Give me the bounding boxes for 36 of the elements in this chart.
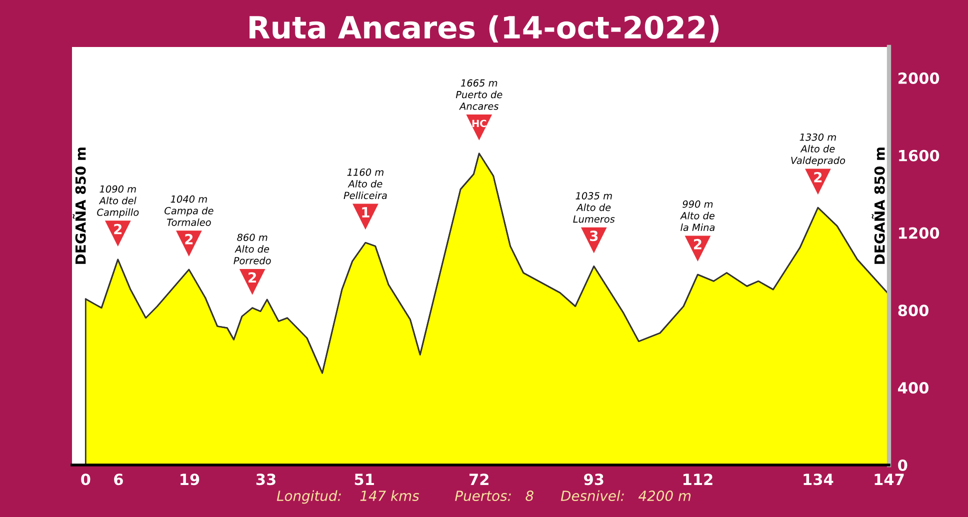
x-tick-label: 51 (354, 474, 374, 486)
annotation: 2 (185, 234, 193, 244)
y-tick-label: 0 (898, 459, 908, 472)
annotation: 1040 m Campa de Tormaleo (164, 195, 214, 226)
chart-title: Ruta Ancares (14-oct-2022) (250, 15, 719, 42)
annotation: 2 (248, 272, 256, 283)
y-tick-label: 2000 (898, 72, 940, 84)
x-tick-label: 134 (804, 474, 834, 486)
annotation: 1160 m Alto de Pelliceira (344, 168, 387, 200)
annotation: DEGAÑA 850 m (72, 148, 86, 264)
y-tick-label: 1200 (899, 227, 940, 239)
annotation: 2 (694, 238, 702, 250)
x-tick-label: 19 (180, 474, 200, 486)
x-tick-label: 33 (256, 474, 276, 486)
annotation: 2 (114, 224, 122, 234)
x-tick-label: 147 (874, 474, 904, 485)
annotation: 1330 m Alto de Valdeprado (791, 133, 846, 166)
annotation: 990 m Alto de la Mina (680, 200, 715, 232)
annotation: 2 (814, 172, 822, 182)
x-tick-label: 93 (584, 474, 604, 486)
annotation: 1035 m Alto de Lumeros (573, 192, 615, 223)
y-tick-label: 400 (898, 382, 928, 394)
x-tick-label: 112 (684, 474, 712, 485)
y-tick-label: 1600 (899, 150, 940, 162)
annotation: 1090 m Alto del Campillo (97, 185, 139, 218)
y-tick-label: 800 (898, 304, 928, 316)
annotation: 3 (590, 230, 598, 242)
annotation: DEGAÑA 850 m (872, 148, 885, 264)
annotation: 860 m Alto de Porredo (234, 234, 271, 264)
annotation: 1 (362, 207, 370, 218)
x-tick-label: 72 (470, 474, 488, 485)
x-tick-label: 0 (81, 474, 90, 486)
annotation: 1665 m Puerto de Ancares (456, 79, 502, 110)
x-tick-label: 6 (114, 474, 123, 486)
annotation: HC (472, 120, 486, 128)
text: Longitud: 147 kms Puertos: 8 Desnivel: 4200 m (276, 490, 691, 504)
